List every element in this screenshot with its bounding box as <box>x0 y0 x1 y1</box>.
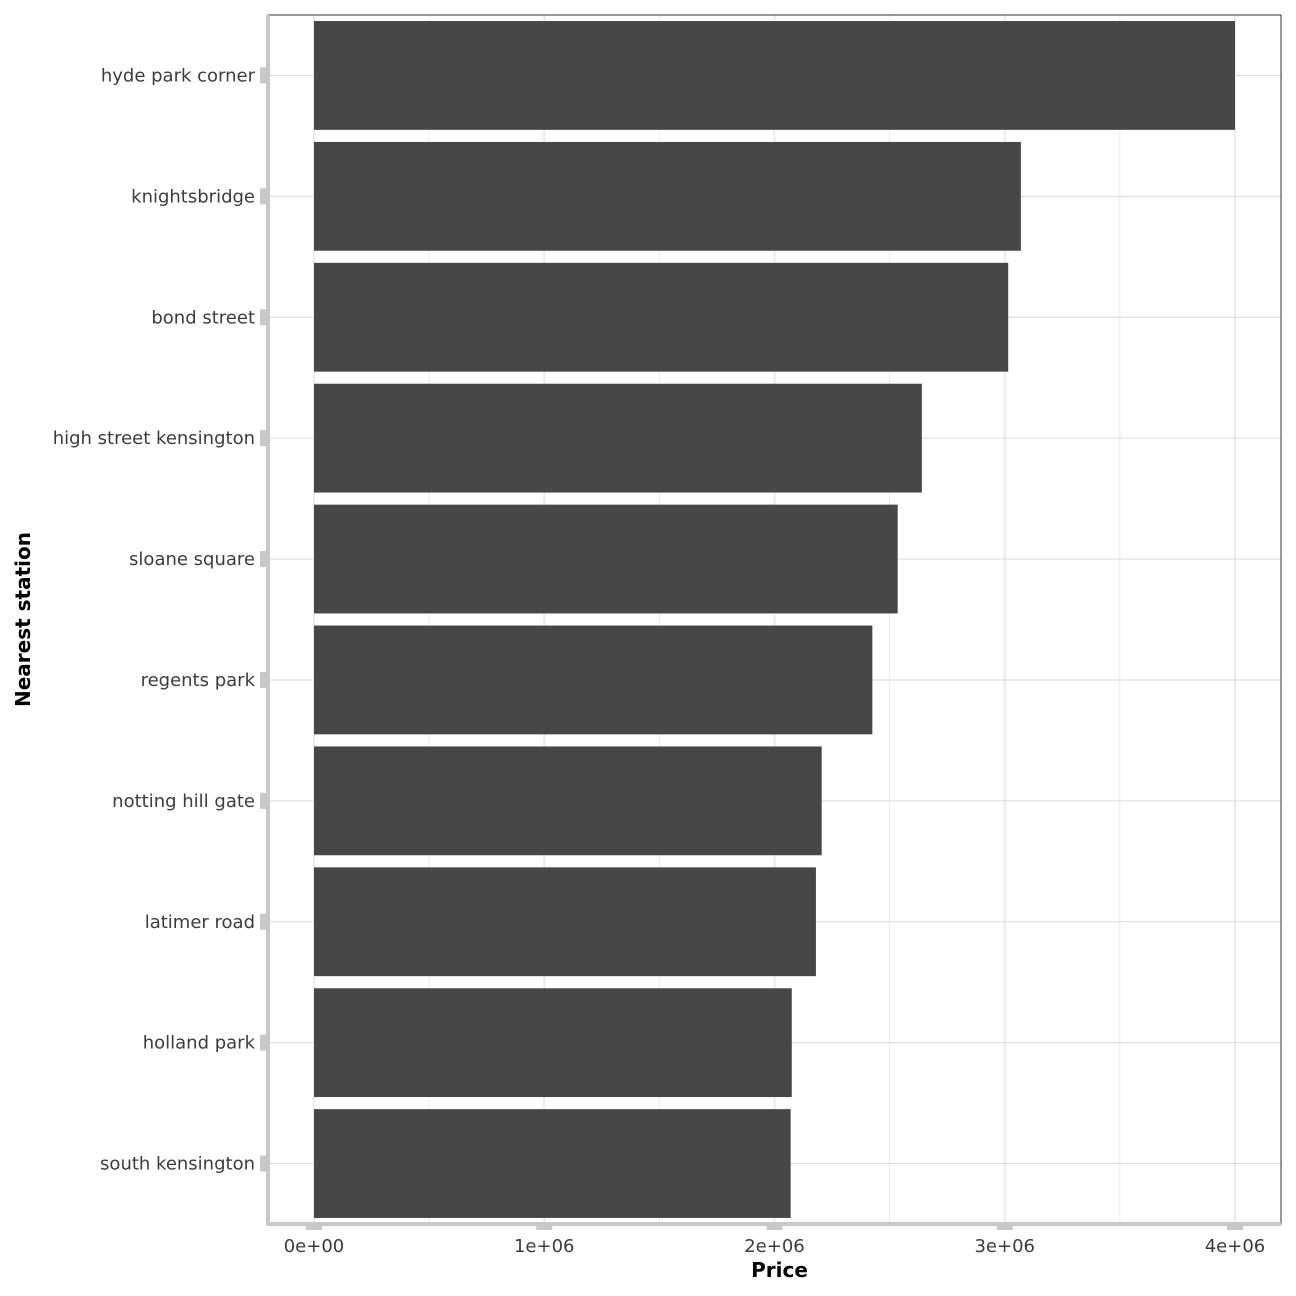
bar <box>314 1109 791 1218</box>
y-tick-label: holland park <box>143 1033 256 1054</box>
y-axis-title: Nearest station <box>11 532 35 707</box>
bar <box>314 867 816 977</box>
x-axis-ticks: 0e+00 1e+06 2e+06 3e+06 4e+06 <box>284 1222 1266 1257</box>
y-tick-label: latimer road <box>145 912 255 933</box>
y-tick-label: sloane square <box>129 549 255 570</box>
y-axis-ticks: hyde park corner knightsbridge bond street… <box>53 65 268 1175</box>
x-tick-mark <box>536 1222 553 1230</box>
y-tick-mark <box>260 551 268 568</box>
x-tick-mark <box>306 1222 322 1230</box>
y-tick-mark <box>260 1155 268 1172</box>
y-tick-mark <box>260 188 268 205</box>
bar <box>314 988 792 1098</box>
y-tick-mark <box>260 1034 268 1051</box>
x-tick-label: 4e+06 <box>1205 1236 1266 1257</box>
x-tick-mark <box>766 1222 783 1230</box>
y-tick-mark <box>260 67 268 84</box>
bar <box>314 141 1021 251</box>
y-tick-mark <box>260 913 268 930</box>
y-tick-mark <box>260 309 268 326</box>
y-tick-mark <box>260 792 268 809</box>
bar <box>314 383 922 493</box>
y-tick-mark <box>260 671 268 688</box>
bar <box>314 21 1235 130</box>
y-tick-label: hyde park corner <box>101 65 256 86</box>
y-tick-label: regents park <box>141 670 256 691</box>
bar <box>314 262 1009 372</box>
y-tick-label: notting hill gate <box>112 791 255 812</box>
y-tick-label: bond street <box>151 307 255 328</box>
x-axis-title: Price <box>751 1258 808 1282</box>
y-tick-mark <box>260 430 268 447</box>
x-tick-label: 3e+06 <box>974 1236 1035 1257</box>
y-tick-label: south kensington <box>100 1154 255 1175</box>
y-tick-label: knightsbridge <box>131 186 255 207</box>
bar <box>314 504 898 614</box>
x-tick-mark <box>996 1222 1013 1230</box>
x-tick-label: 0e+00 <box>284 1236 345 1257</box>
bar <box>314 625 873 735</box>
x-tick-mark <box>1227 1222 1243 1230</box>
x-tick-label: 1e+06 <box>514 1236 575 1257</box>
x-tick-label: 2e+06 <box>744 1236 805 1257</box>
y-tick-label: high street kensington <box>53 428 255 449</box>
bar <box>314 746 822 856</box>
bars <box>314 21 1235 1218</box>
